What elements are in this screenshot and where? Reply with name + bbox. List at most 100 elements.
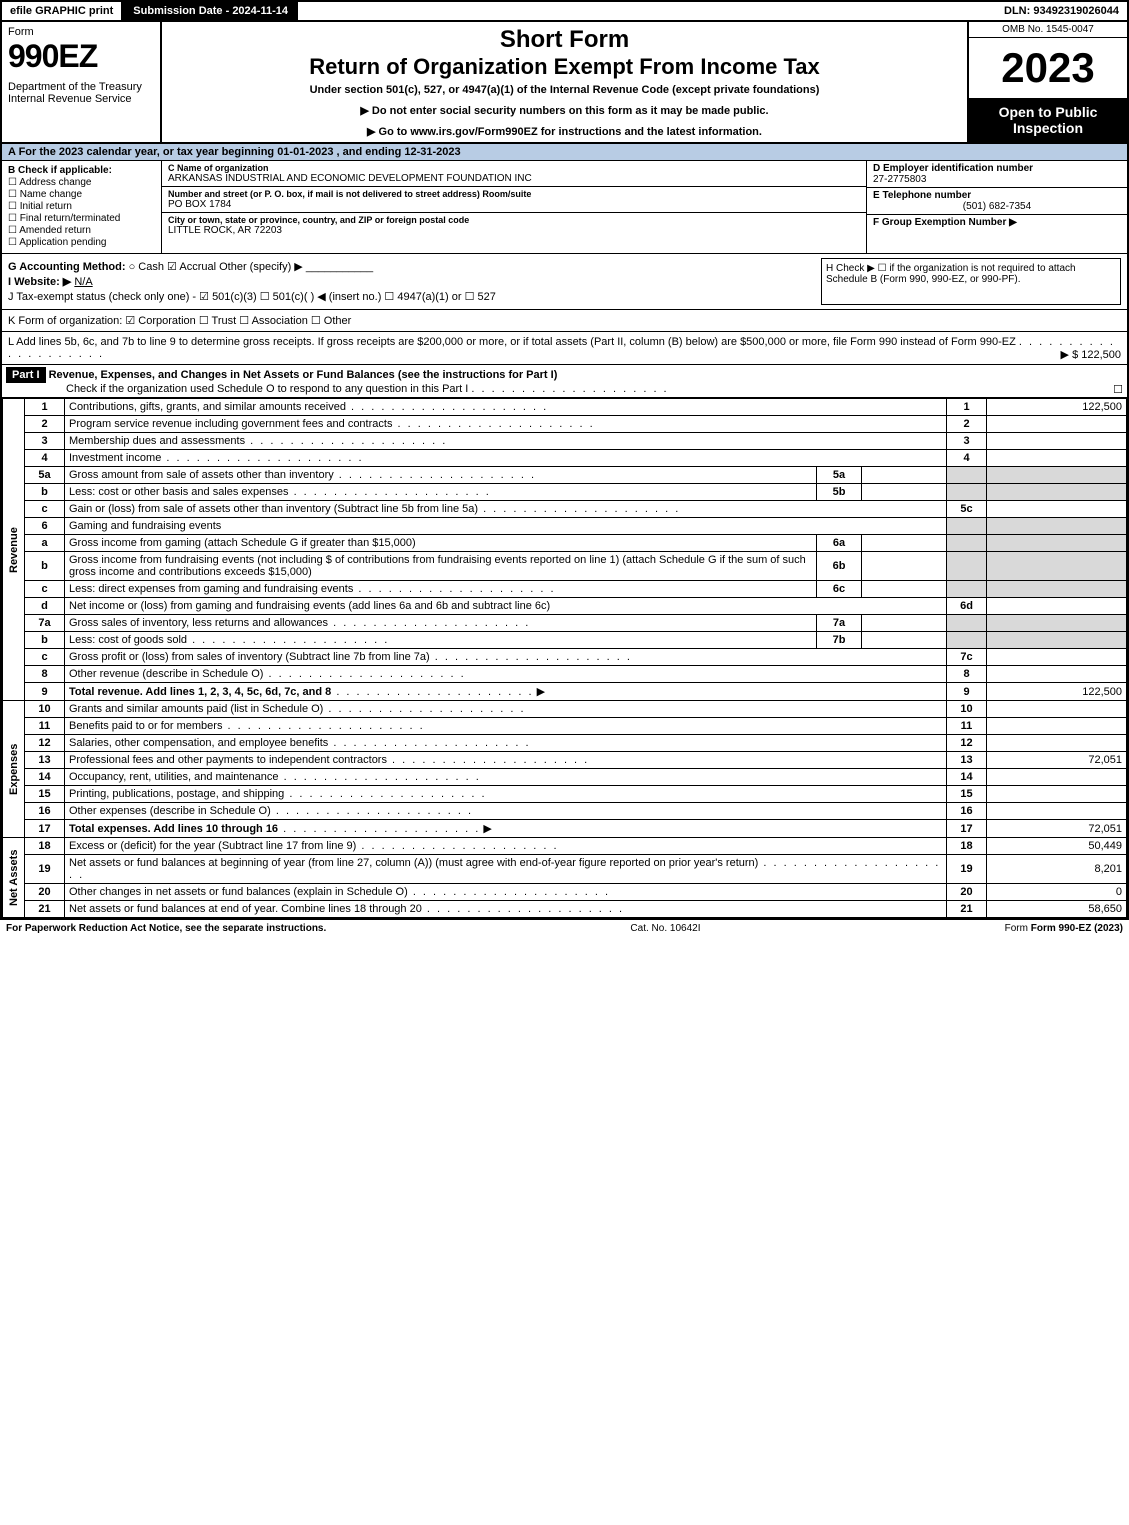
org-city: LITTLE ROCK, AR 72203 (168, 225, 860, 236)
form-word: Form (8, 26, 154, 38)
chk-initial-label: Initial return (20, 201, 72, 212)
l9-num: 9 (25, 683, 65, 701)
l6d-num: d (25, 598, 65, 615)
tel-value: (501) 682-7354 (873, 201, 1121, 212)
org-name-block: C Name of organization ARKANSAS INDUSTRI… (162, 161, 866, 187)
shade (987, 518, 1127, 535)
chk-name[interactable]: ☐ Name change (8, 189, 155, 200)
org-city-label: City or town, state or province, country… (168, 215, 860, 225)
l7c-num: c (25, 649, 65, 666)
l6a-s: 6a (817, 535, 862, 552)
l7b-num: b (25, 632, 65, 649)
org-street-block: Number and street (or P. O. box, if mail… (162, 187, 866, 213)
goto-note: ▶ Go to www.irs.gov/Form990EZ for instru… (168, 125, 961, 138)
l13-v: 72,051 (987, 752, 1127, 769)
l1-v: 122,500 (987, 399, 1127, 416)
header-left: Form 990EZ Department of the Treasury In… (2, 22, 162, 142)
l18-r: 18 (947, 838, 987, 855)
ein-value: 27-2775803 (873, 174, 1121, 185)
l7a-num: 7a (25, 615, 65, 632)
section-bcdef: B Check if applicable: ☐ Address change … (2, 161, 1127, 254)
l6b-s: 6b (817, 552, 862, 581)
form-title: Return of Organization Exempt From Incom… (168, 54, 961, 80)
l7a-s: 7a (817, 615, 862, 632)
l10-num: 10 (25, 701, 65, 718)
dots (471, 383, 668, 395)
rows-ghijkl: G Accounting Method: ○ Cash ☑ Accrual Ot… (2, 254, 1127, 310)
l11-desc: Benefits paid to or for members (69, 720, 222, 732)
shade (987, 552, 1127, 581)
chk-address[interactable]: ☐ Address change (8, 177, 155, 188)
radio-cash[interactable]: ○ Cash (129, 261, 164, 273)
radio-other[interactable]: Other (specify) ▶ ___________ (219, 261, 373, 273)
l6-desc: Gaming and fundraising events (65, 518, 947, 535)
shade (987, 484, 1127, 501)
l5c-r: 5c (947, 501, 987, 518)
lines-table: Revenue 1Contributions, gifts, grants, a… (2, 398, 1127, 918)
l17-num: 17 (25, 820, 65, 838)
l7b-desc: Less: cost of goods sold (69, 634, 187, 646)
chk-amended-label: Amended return (19, 225, 91, 236)
l20-v: 0 (987, 884, 1127, 901)
l4-v (987, 450, 1127, 467)
radio-accrual[interactable]: ☑ Accrual (167, 261, 216, 273)
l4-desc: Investment income (69, 452, 161, 464)
l7a-sv (862, 615, 947, 632)
l15-r: 15 (947, 786, 987, 803)
group-label: F Group Exemption Number ▶ (873, 217, 1121, 228)
l7c-r: 7c (947, 649, 987, 666)
under-section: Under section 501(c), 527, or 4947(a)(1)… (168, 84, 961, 96)
l2-v (987, 416, 1127, 433)
shade (987, 632, 1127, 649)
col-b-checkboxes: B Check if applicable: ☐ Address change … (2, 161, 162, 253)
l5b-s: 5b (817, 484, 862, 501)
part1-checkbox[interactable]: ☐ (1113, 383, 1123, 396)
shade (947, 632, 987, 649)
l19-r: 19 (947, 855, 987, 884)
l6-num: 6 (25, 518, 65, 535)
l5b-num: b (25, 484, 65, 501)
chk-initial[interactable]: ☐ Initial return (8, 201, 155, 212)
chk-final[interactable]: ☐ Final return/terminated (8, 213, 155, 224)
l12-r: 12 (947, 735, 987, 752)
row-a-calendar: A For the 2023 calendar year, or tax yea… (2, 144, 1127, 161)
l11-num: 11 (25, 718, 65, 735)
l16-num: 16 (25, 803, 65, 820)
l5a-sv (862, 467, 947, 484)
l1-num: 1 (25, 399, 65, 416)
l14-v (987, 769, 1127, 786)
row-j: J Tax-exempt status (check only one) - ☑… (8, 290, 821, 303)
l18-num: 18 (25, 838, 65, 855)
l18-v: 50,449 (987, 838, 1127, 855)
efile-label: efile GRAPHIC print (2, 2, 123, 20)
row-l-value: ▶ $ 122,500 (1061, 348, 1121, 361)
shade (947, 484, 987, 501)
l8-v (987, 666, 1127, 683)
l21-desc: Net assets or fund balances at end of ye… (69, 903, 422, 915)
l19-num: 19 (25, 855, 65, 884)
l10-r: 10 (947, 701, 987, 718)
col-def: D Employer identification number 27-2775… (867, 161, 1127, 253)
footer-left: For Paperwork Reduction Act Notice, see … (6, 923, 326, 934)
chk-pending-label: Application pending (19, 237, 106, 248)
row-l-text: L Add lines 5b, 6c, and 7b to line 9 to … (8, 336, 1016, 348)
page-footer: For Paperwork Reduction Act Notice, see … (0, 920, 1129, 937)
chk-amended[interactable]: ☐ Amended return (8, 225, 155, 236)
l5c-num: c (25, 501, 65, 518)
l6d-v (987, 598, 1127, 615)
l5a-num: 5a (25, 467, 65, 484)
l6b-desc: Gross income from fundraising events (no… (69, 554, 806, 578)
open-inspection: Open to Public Inspection (969, 98, 1127, 142)
chk-pending[interactable]: ☐ Application pending (8, 237, 155, 248)
l9-r: 9 (947, 683, 987, 701)
expenses-label: Expenses (3, 701, 25, 838)
l13-num: 13 (25, 752, 65, 769)
l21-num: 21 (25, 901, 65, 918)
chk-final-label: Final return/terminated (20, 213, 121, 224)
l6a-sv (862, 535, 947, 552)
l21-r: 21 (947, 901, 987, 918)
l16-desc: Other expenses (describe in Schedule O) (69, 805, 271, 817)
form-header: Form 990EZ Department of the Treasury In… (2, 22, 1127, 144)
ssn-note: ▶ Do not enter social security numbers o… (168, 104, 961, 117)
l6c-num: c (25, 581, 65, 598)
